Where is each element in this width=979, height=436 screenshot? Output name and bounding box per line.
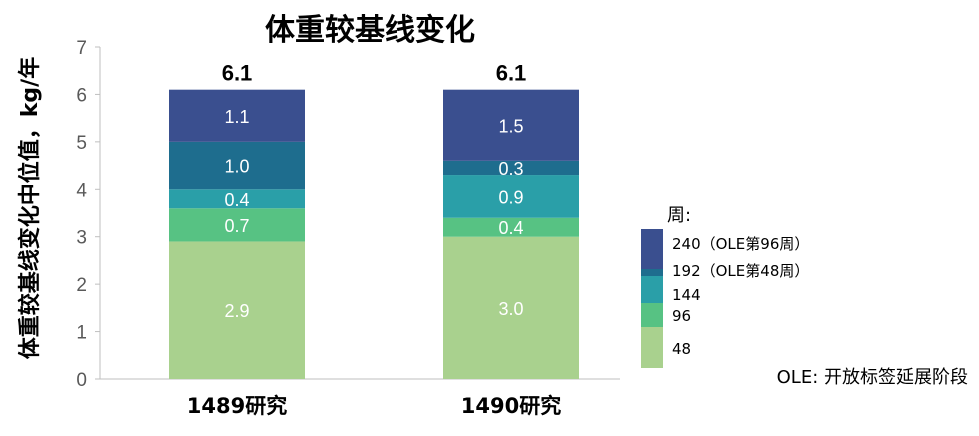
legend-swatch	[641, 229, 663, 269]
data-label: 3.0	[498, 299, 523, 319]
data-label: 0.9	[498, 187, 523, 207]
y-tick-label: 3	[76, 228, 87, 249]
footnote: OLE: 开放标签延展阶段	[777, 367, 968, 388]
legend-label: 144	[672, 286, 701, 304]
bar-segment	[169, 89, 305, 142]
x-tick-label: 1490研究	[461, 394, 561, 418]
y-tick-label: 7	[76, 38, 87, 59]
bar-segment	[169, 141, 305, 190]
y-tick-label: 6	[76, 85, 87, 106]
data-label: 1.5	[498, 116, 523, 136]
data-label: 0.3	[498, 159, 523, 179]
legend-swatch	[641, 303, 663, 327]
legend: 周: 240（OLE第96周） 192（OLE第48周） 144 96 48	[641, 205, 809, 368]
y-tick-label: 1	[76, 323, 87, 344]
bar-segment	[443, 236, 579, 379]
y-tick-label: 4	[76, 180, 87, 201]
data-label: 2.9	[224, 301, 249, 321]
legend-label: 192（OLE第48周）	[672, 262, 809, 280]
y-axis-label: 体重较基线变化中位值，kg/年	[17, 57, 43, 359]
legend-label: 240（OLE第96周）	[672, 235, 809, 253]
y-tick-label: 2	[76, 275, 87, 296]
y-tick-label: 5	[76, 133, 87, 154]
legend-label: 96	[672, 307, 691, 325]
total-label: 6.1	[222, 61, 253, 86]
bar-segment	[169, 241, 305, 379]
legend-swatch	[641, 276, 663, 303]
y-tick-label: 0	[76, 370, 87, 391]
legend-title: 周:	[667, 205, 691, 226]
data-label: 1.1	[224, 107, 249, 127]
legend-swatch	[641, 269, 663, 276]
data-label: 0.4	[224, 190, 249, 210]
chart-title: 体重较基线变化	[265, 13, 475, 48]
bar-segment	[443, 160, 579, 176]
data-label: 0.4	[498, 218, 523, 238]
total-label: 6.1	[496, 61, 527, 86]
legend-swatch	[641, 327, 663, 368]
x-tick-label: 1489研究	[187, 394, 287, 418]
bar-segment	[443, 89, 579, 161]
data-label: 0.7	[224, 216, 249, 236]
bars-group: 2.9 0.7 0.4 1.0 1.1 6.1 1489研究 3.0 0.4 0.9 0.3 1.5 6…	[169, 61, 579, 418]
bar-segment	[443, 175, 579, 218]
bar-segment	[169, 208, 305, 242]
legend-label: 48	[672, 340, 691, 358]
bar-segment	[169, 189, 305, 209]
bar-segment	[443, 217, 579, 237]
data-label: 1.0	[224, 157, 249, 177]
